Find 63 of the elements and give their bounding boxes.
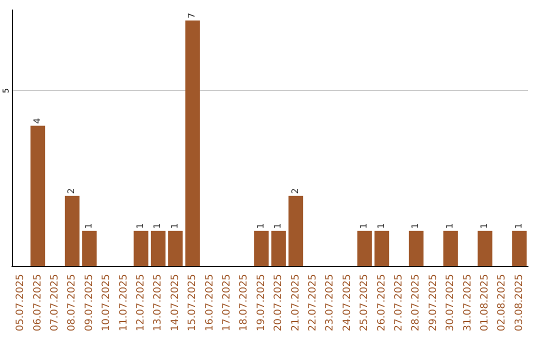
x-tick-label: 11.07.2025 [118,274,130,332]
bar [82,230,97,266]
x-tick-label: 12.07.2025 [136,274,146,332]
data-label: 1 [514,223,524,229]
data-label: 1 [136,223,146,229]
bar [288,196,304,266]
bar [64,196,80,266]
data-label: 1 [446,223,456,229]
x-tick-label: 21.07.2025 [290,274,302,332]
x-tick-label: 26.07.2025 [376,274,388,332]
x-tick-label: 03.08.2025 [514,274,525,332]
x-tick-label: 24.07.2025 [342,274,353,332]
data-label: 1 [256,223,266,229]
x-tick-label: 02.08.2025 [496,274,508,332]
x-tick-label: 29.07.2025 [428,274,439,332]
x-tick-label: 23.07.2025 [324,274,336,332]
bar [443,230,458,266]
data-label: 1 [376,223,387,229]
bar [374,230,390,266]
bar [185,20,200,266]
data-label: 1 [360,223,370,229]
x-tick-label: 16.07.2025 [204,274,216,332]
x-tick-label: 05.07.2025 [15,274,26,332]
data-label: 2 [67,188,78,194]
data-label: 7 [188,12,198,19]
x-tick-label: 01.08.2025 [480,274,490,332]
data-label: 1 [84,223,94,229]
x-tick-label: 18.07.2025 [238,274,250,332]
x-tick-label: 31.07.2025 [462,274,474,332]
bar [30,126,46,266]
data-label: 2 [290,188,301,194]
bar [512,230,527,266]
data-label: 4 [32,118,43,124]
x-tick-label: 25.07.2025 [359,274,370,332]
bar [168,230,183,266]
bar [134,230,148,266]
bar [271,230,286,266]
x-tick-label: 27.07.2025 [394,274,404,332]
x-tick-label: 30.07.2025 [445,274,456,332]
bar [357,230,372,266]
x-tick-label: 10.07.2025 [101,274,112,332]
bar [478,230,492,266]
bar [254,230,269,266]
x-tick-label: 22.07.2025 [308,274,318,332]
bar [150,230,166,266]
data-label: 1 [411,223,422,229]
x-tick-label: 07.07.2025 [50,274,60,332]
data-label: 1 [480,223,490,229]
x-tick-label: 09.07.2025 [84,274,95,332]
x-tick-label: 13.07.2025 [152,274,164,332]
x-tick-label: 28.07.2025 [410,274,422,332]
data-label: 1 [153,223,164,229]
x-tick-label: 14.07.2025 [170,274,181,332]
x-tick-label: 19.07.2025 [256,274,267,332]
x-tick-label: 06.07.2025 [32,274,44,332]
x-tick-label: 17.07.2025 [222,274,232,332]
data-label: 1 [274,223,284,229]
x-tick-label: 08.07.2025 [66,274,78,332]
bar [408,230,424,266]
x-tick-label: 20.07.2025 [273,274,284,332]
y-tick-label: 5 [2,88,10,94]
x-tick-label: 15.07.2025 [187,274,198,332]
data-label: 1 [170,223,180,229]
